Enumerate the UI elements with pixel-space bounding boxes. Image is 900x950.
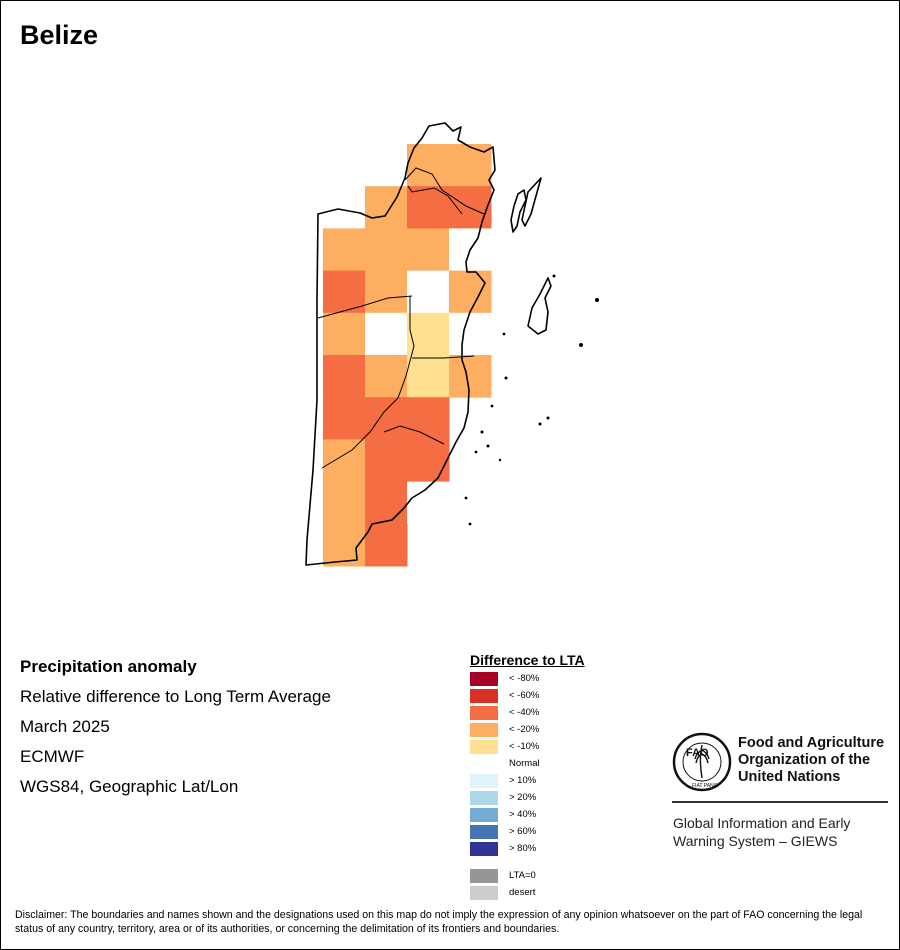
legend-item: > 60%	[470, 824, 536, 839]
anomaly-cell	[323, 270, 366, 314]
anomaly-cell	[365, 397, 408, 440]
legend-label: < -40%	[509, 707, 540, 718]
legend-item: < -60%	[470, 688, 539, 703]
legend-item: > 10%	[470, 773, 536, 788]
anomaly-cell	[407, 186, 450, 229]
district-boundaries	[317, 167, 485, 469]
anomaly-cell	[449, 312, 492, 356]
anomaly-cell	[323, 312, 366, 356]
info-period: March 2025	[20, 717, 110, 736]
legend-swatch	[470, 722, 498, 737]
divider	[672, 801, 888, 803]
anomaly-cell	[323, 439, 366, 483]
anomaly-cell	[323, 397, 366, 440]
legend-item: < -20%	[470, 722, 539, 737]
legend-swatch	[470, 790, 498, 805]
disclaimer: Disclaimer: The boundaries and names sho…	[15, 909, 863, 935]
legend-label: > 10%	[509, 775, 537, 786]
anomaly-cell	[323, 481, 366, 525]
legend-label: < -80%	[509, 673, 540, 684]
fao-logo-icon: FAO FIAT PANIS	[672, 732, 732, 792]
anomaly-cell	[365, 312, 408, 356]
anomaly-cell	[407, 355, 450, 398]
giews-label: Global Information and Early Warning Sys…	[673, 815, 851, 849]
legend-label: > 80%	[509, 843, 537, 854]
legend-swatch	[470, 705, 498, 720]
legend-label: < -60%	[509, 690, 540, 701]
legend-label: desert	[509, 887, 536, 898]
legend-swatch	[470, 756, 498, 771]
info-projection: WGS84, Geographic Lat/Lon	[20, 777, 239, 796]
info-subtitle: Relative difference to Long Term Average	[20, 687, 331, 706]
legend-swatch	[470, 807, 498, 822]
precipitation-anomaly-map	[305, 122, 599, 567]
legend-item: > 40%	[470, 807, 536, 822]
anomaly-cell	[407, 144, 450, 187]
anomaly-cell	[449, 144, 492, 187]
anomaly-cell	[323, 355, 366, 398]
anomaly-cell	[407, 397, 450, 440]
legend-title: Difference to LTA	[470, 652, 585, 668]
cays-and-islands	[464, 274, 599, 526]
anomaly-cell	[323, 228, 366, 272]
anomaly-cell	[365, 439, 408, 483]
anomaly-cell	[365, 523, 408, 567]
legend-label: > 60%	[509, 826, 537, 837]
legend-item: < -40%	[470, 705, 539, 720]
legend-label: LTA=0	[509, 870, 536, 881]
legend-swatch	[470, 671, 498, 686]
svg-text:FAO: FAO	[686, 747, 709, 759]
legend-label: < -10%	[509, 741, 540, 752]
anomaly-cell	[365, 228, 408, 272]
legend-swatch	[470, 739, 498, 754]
anomaly-cell	[407, 481, 450, 525]
legend-item: Normal	[470, 756, 540, 771]
anomaly-cell	[449, 355, 492, 398]
legend-item: > 20%	[470, 790, 536, 805]
legend-swatch	[470, 885, 498, 900]
legend-item: < -80%	[470, 671, 539, 686]
fao-motto: FIAT PANIS	[692, 783, 719, 789]
organization-name: Food and Agriculture Organization of the…	[738, 735, 885, 785]
anomaly-cell	[449, 270, 492, 314]
legend-swatch	[470, 868, 498, 883]
anomaly-cell	[365, 481, 408, 525]
anomaly-cell	[407, 228, 450, 272]
anomaly-cell	[365, 355, 408, 398]
legend-swatch	[470, 824, 498, 839]
map-title: Belize	[20, 20, 99, 50]
legend-label: < -20%	[509, 724, 540, 735]
info-heading: Precipitation anomaly	[20, 657, 197, 676]
legend-swatch	[470, 773, 498, 788]
anomaly-cell	[407, 270, 450, 314]
legend-item: LTA=0	[470, 868, 536, 883]
country-outline	[305, 122, 552, 566]
legend-label: Normal	[509, 758, 540, 769]
legend-swatch	[470, 688, 498, 703]
legend-label: > 40%	[509, 809, 537, 820]
anomaly-cell	[365, 270, 408, 314]
legend-label: > 20%	[509, 792, 537, 803]
anomaly-cell	[407, 439, 450, 483]
anomaly-grid	[323, 144, 492, 567]
legend-item: desert	[470, 885, 535, 900]
legend-swatch	[470, 841, 498, 856]
anomaly-cell	[365, 186, 408, 229]
anomaly-cell	[407, 312, 450, 356]
legend-item: < -10%	[470, 739, 539, 754]
legend-item: > 80%	[470, 841, 536, 856]
info-source: ECMWF	[20, 747, 85, 766]
